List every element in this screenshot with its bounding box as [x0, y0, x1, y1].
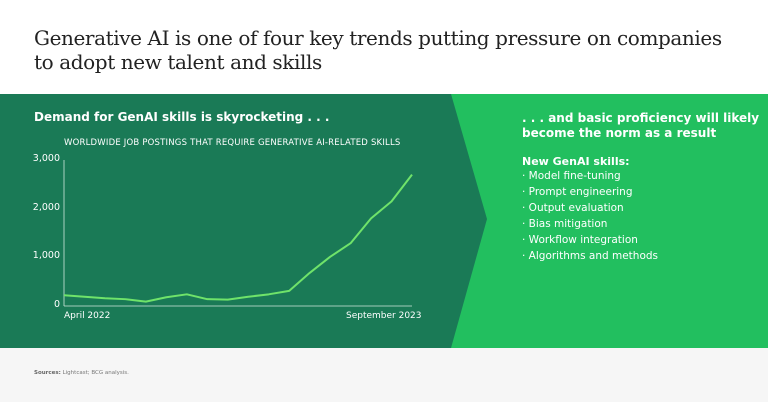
skill-item: · Output evaluation	[522, 202, 624, 214]
skill-item: · Workflow integration	[522, 234, 638, 246]
skill-item: · Prompt engineering	[522, 186, 633, 198]
right-text: . . . and basic proficiency will likely …	[522, 111, 762, 264]
right-heading: . . . and basic proficiency will likely …	[522, 111, 760, 140]
skill-item: · Model fine-tuning	[522, 170, 621, 182]
y-tick-label: 2,000	[32, 201, 60, 213]
skills-label: New GenAI skills:	[522, 155, 630, 168]
skill-item: · Bias mitigation	[522, 218, 608, 230]
header: Generative AI is one of four key trends …	[0, 0, 768, 94]
y-tick-label: 3,000	[32, 153, 60, 164]
x-label-first: April 2022	[64, 311, 111, 321]
sources-text: Lightcast; BCG analysis.	[60, 370, 129, 376]
skills-list: · Model fine-tuning · Prompt engineering ·…	[522, 168, 762, 264]
x-label-last: September 2023	[346, 311, 422, 321]
left-panel-arrow	[0, 94, 487, 348]
sources-note: Sources: Lightcast; BCG analysis.	[34, 370, 129, 376]
left-heading: Demand for GenAI skills is skyrocketing …	[34, 110, 330, 124]
chart-title: WORLDWIDE JOB POSTINGS THAT REQUIRE GENE…	[64, 138, 401, 148]
y-tick-label: 1,000	[32, 250, 60, 262]
y-tick-label: 0	[53, 299, 60, 310]
page-title: Generative AI is one of four key trends …	[34, 26, 722, 74]
skill-item: · Algorithms and methods	[522, 250, 659, 262]
sources-label: Sources:	[34, 370, 61, 376]
